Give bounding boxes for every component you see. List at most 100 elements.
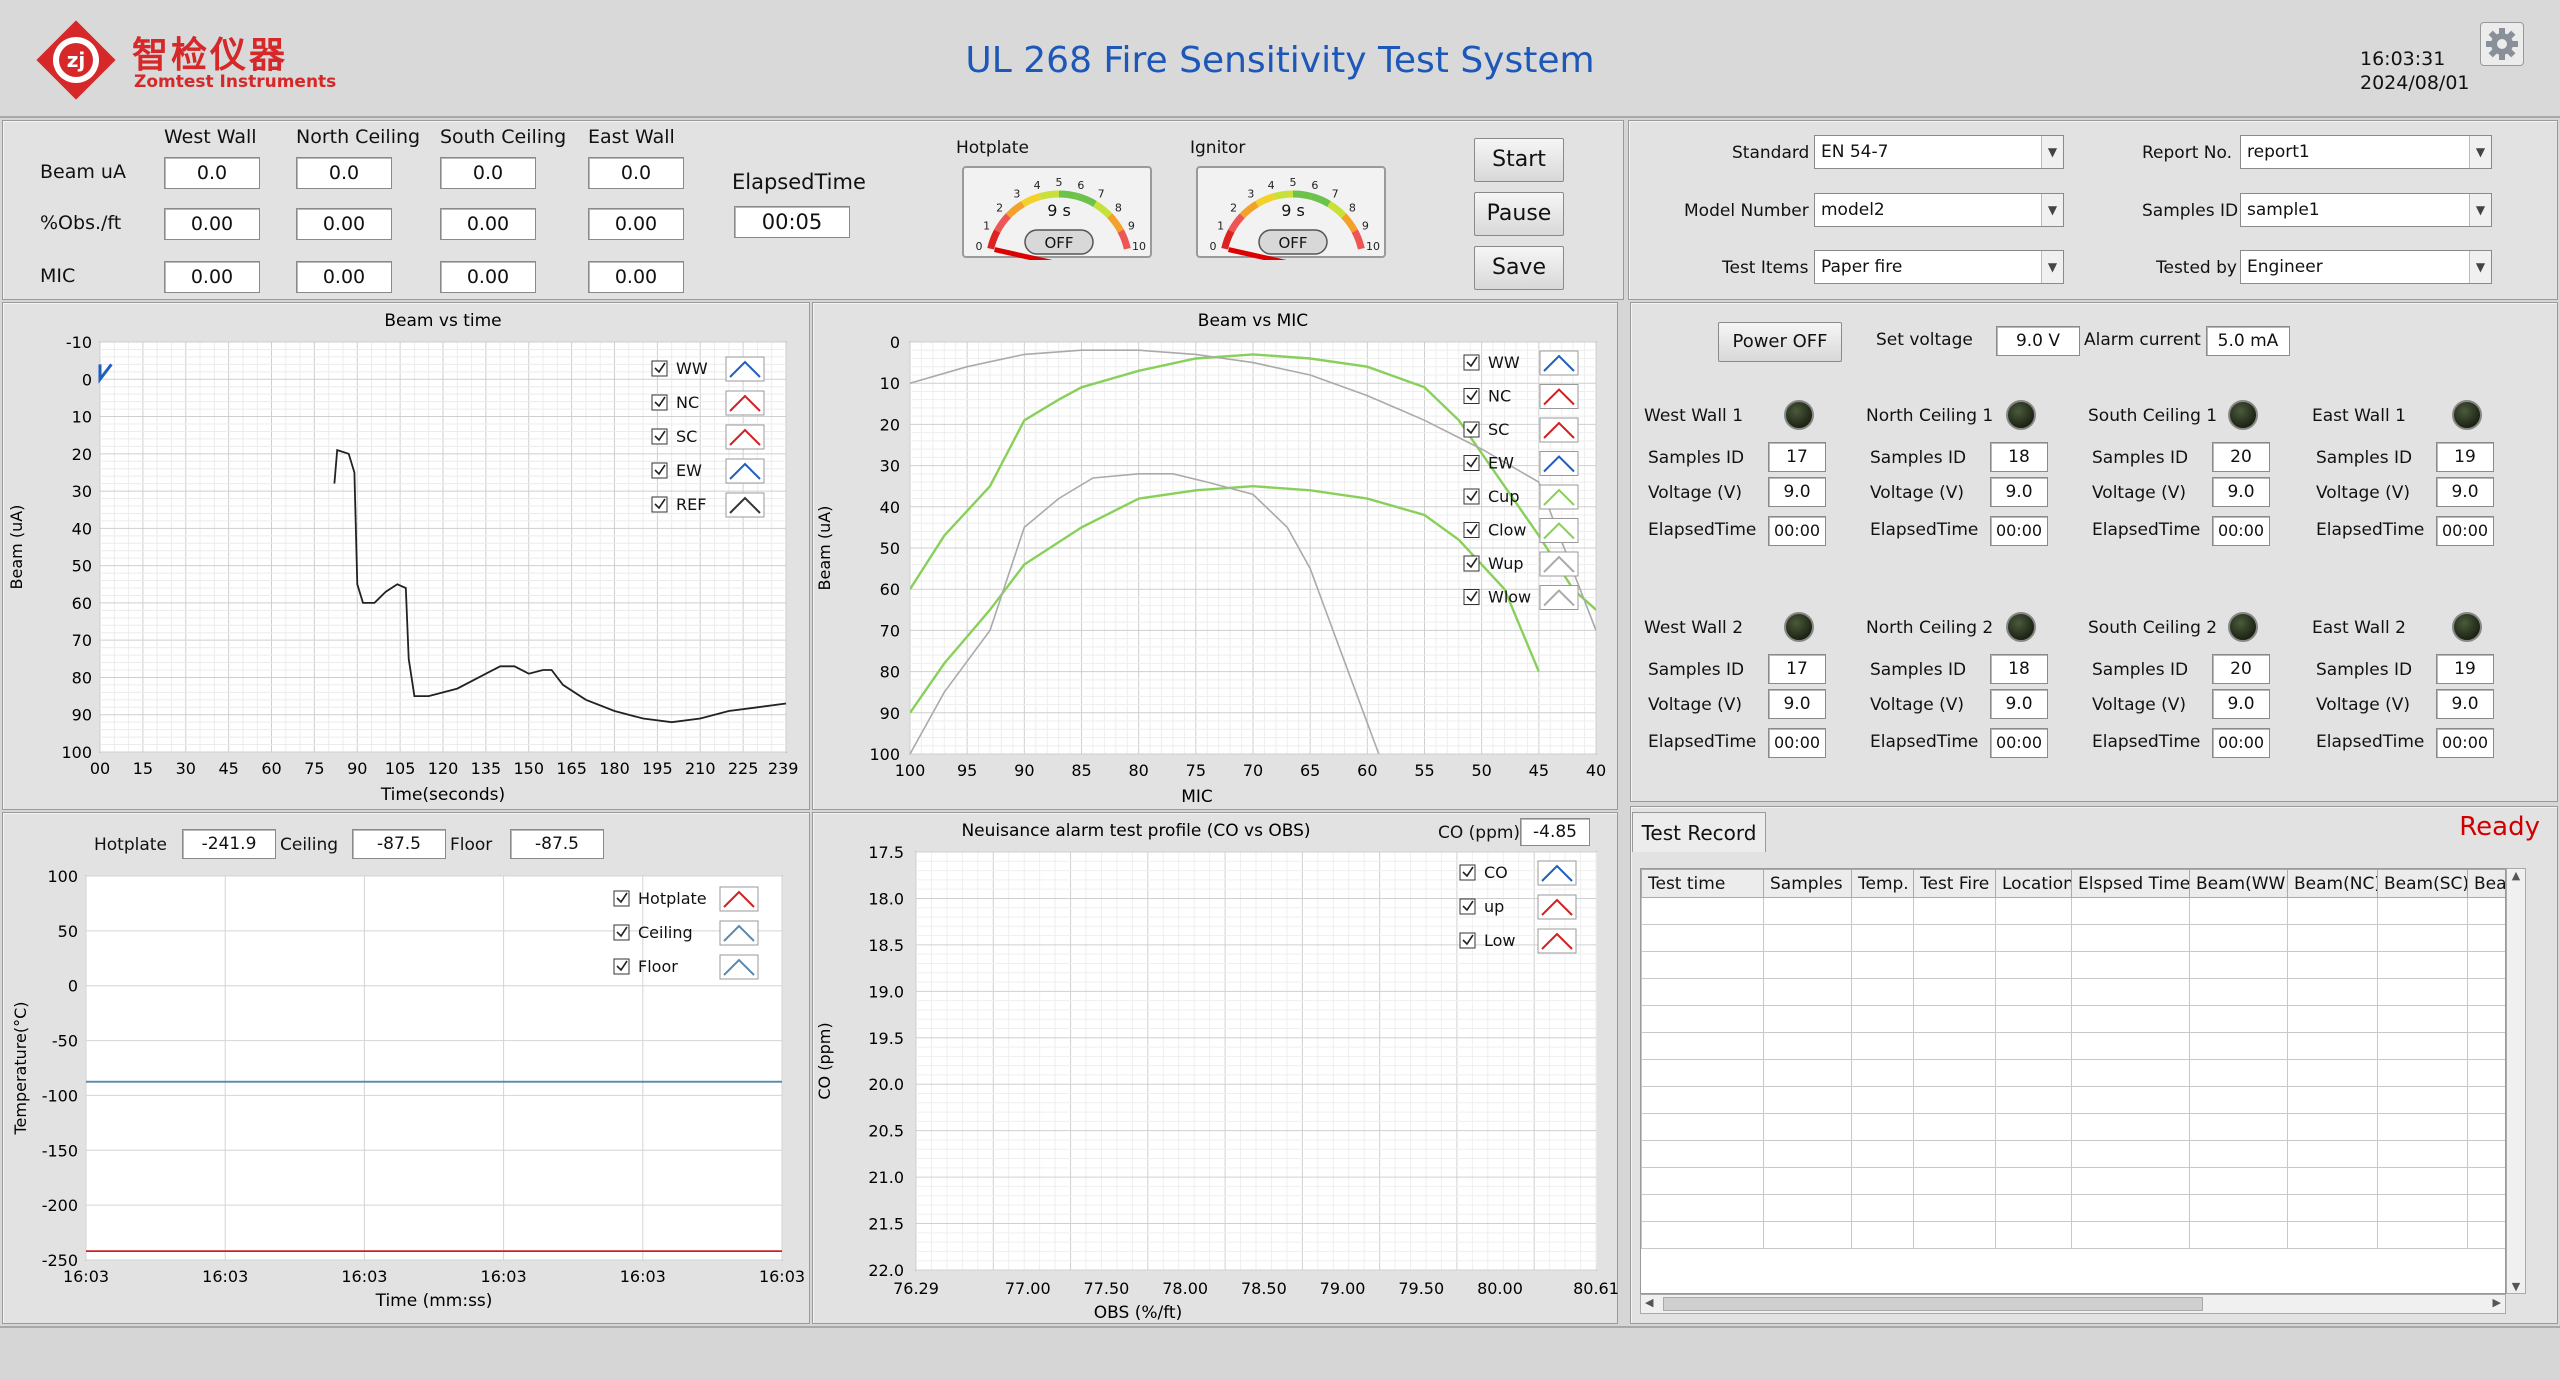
vertical-scrollbar[interactable]: ▲ ▼ [2506,868,2526,1294]
pause-button[interactable]: Pause [1474,192,1564,236]
table-cell [2189,1167,2288,1195]
legend-swatch[interactable] [1539,484,1579,510]
legend-label: Wlow [1488,588,1531,607]
y-tick-label: 100 [61,743,92,762]
alarm-current-field[interactable]: 5.0 mA [2206,326,2290,356]
scroll-down-icon[interactable]: ▼ [2511,1280,2521,1293]
record-column-header[interactable]: Bea [2467,869,2505,898]
test-record-tab[interactable]: Test Record [1632,812,1766,852]
samples-id-field[interactable]: 19 [2436,442,2494,472]
table-row[interactable] [1641,951,2505,979]
gauge-tick-label: 3 [1013,188,1020,201]
chevron-down-icon[interactable]: ▼ [2041,251,2063,283]
chevron-down-icon[interactable]: ▼ [2469,136,2491,168]
table-row[interactable] [1641,978,2505,1006]
table-row[interactable] [1641,924,2505,952]
record-column-header[interactable]: Location [1995,869,2072,898]
table-row[interactable] [1641,1086,2505,1114]
gauge-tick-label: 7 [1332,188,1339,201]
table-row[interactable] [1641,1059,2505,1087]
record-column-header[interactable]: Beam(WW) [2189,869,2288,898]
table-cell [1763,897,1852,925]
voltage-field[interactable]: 9.0 [2436,477,2494,507]
voltage-field[interactable]: 9.0 [1990,689,2048,719]
samples-id-field[interactable]: 18 [1990,442,2048,472]
table-cell [1763,1032,1852,1060]
table-cell [1641,1221,1764,1249]
table-cell [1995,924,2072,952]
samples-id-field[interactable]: 20 [2212,654,2270,684]
record-column-header[interactable]: Temp. [1851,869,1914,898]
table-cell [2189,1140,2288,1168]
gauge-tick-label: 3 [1247,188,1254,201]
settings-button[interactable] [2480,22,2524,66]
chevron-down-icon[interactable]: ▼ [2469,251,2491,283]
table-row[interactable] [1641,1005,2505,1033]
table-cell [1913,1221,1996,1249]
set-voltage-field[interactable]: 9.0 V [1996,326,2080,356]
samples-id-field[interactable]: 17 [1768,654,1826,684]
legend-label: NC [1488,387,1511,406]
gauge-arc-segment [1117,229,1131,250]
start-button[interactable]: Start [1474,138,1564,182]
legend-label: Low [1484,931,1516,950]
scroll-thumb[interactable] [1663,1297,2203,1311]
scroll-right-icon[interactable]: ▶ [2492,1296,2501,1309]
record-column-header[interactable]: Test Fire [1913,869,1996,898]
table-cell [2467,1194,2505,1222]
y-tick-label: 20 [880,415,900,434]
table-row[interactable] [1641,897,2505,925]
table-row[interactable] [1641,1194,2505,1222]
chevron-down-icon[interactable]: ▼ [2041,136,2063,168]
record-column-header[interactable]: Test time [1641,869,1764,898]
table-row[interactable] [1641,1113,2505,1141]
voltage-field[interactable]: 9.0 [1768,477,1826,507]
elapsed-time-label: ElapsedTime [1648,520,1757,540]
voltage-field[interactable]: 9.0 [2212,689,2270,719]
power-off-button[interactable]: Power OFF [1718,322,1842,362]
legend-swatch-line [1543,421,1575,439]
report-select[interactable]: report1 ▼ [2240,135,2492,169]
samples-id-field[interactable]: 17 [1768,442,1826,472]
voltage-field[interactable]: 9.0 [1768,689,1826,719]
record-column-header[interactable]: Elspsed Time [2071,869,2190,898]
legend-swatch-line [729,496,761,514]
tested-by-select[interactable]: Engineer ▼ [2240,250,2492,284]
legend-label: Hotplate [638,889,707,908]
scroll-up-icon[interactable]: ▲ [2511,869,2521,882]
table-row[interactable] [1641,1140,2505,1168]
report-label: Report No. [2142,143,2232,163]
y-tick-label: -50 [52,1032,78,1051]
model-select[interactable]: model2 ▼ [1814,193,2064,227]
standard-select[interactable]: EN 54-7 ▼ [1814,135,2064,169]
table-row[interactable] [1641,1221,2505,1249]
chevron-down-icon[interactable]: ▼ [2469,194,2491,226]
elapsed-time-label: ElapsedTime [1870,520,1979,540]
voltage-field[interactable]: 9.0 [2436,689,2494,719]
samples-id-field[interactable]: 18 [1990,654,2048,684]
gauge-tick-label: 0 [975,240,982,253]
record-column-header[interactable]: Beam(SC) [2377,869,2468,898]
horizontal-scrollbar[interactable]: ◀ ▶ [1640,1294,2506,1314]
save-button[interactable]: Save [1474,246,1564,290]
voltage-field[interactable]: 9.0 [2212,477,2270,507]
voltage-field[interactable]: 9.0 [1990,477,2048,507]
record-column-header[interactable]: Samples [1763,869,1852,898]
check-icon [616,892,628,904]
samples-id-field[interactable]: 19 [2436,654,2494,684]
scroll-left-icon[interactable]: ◀ [1645,1296,1654,1309]
gauge-toggle[interactable] [1258,229,1328,255]
x-tick-label: 78.50 [1241,1279,1287,1298]
table-cell [2287,1005,2378,1033]
record-column-header[interactable]: Beam(NC) [2287,869,2378,898]
gauge-toggle[interactable] [1024,229,1094,255]
test-items-select[interactable]: Paper fire ▼ [1814,250,2064,284]
model-value: model2 [1821,200,1885,220]
legend-label: CO [1484,863,1508,882]
samples-id-label: Samples ID [1870,448,1967,468]
samples-select[interactable]: sample1 ▼ [2240,193,2492,227]
chevron-down-icon[interactable]: ▼ [2041,194,2063,226]
table-row[interactable] [1641,1167,2505,1195]
table-row[interactable] [1641,1032,2505,1060]
samples-id-field[interactable]: 20 [2212,442,2270,472]
